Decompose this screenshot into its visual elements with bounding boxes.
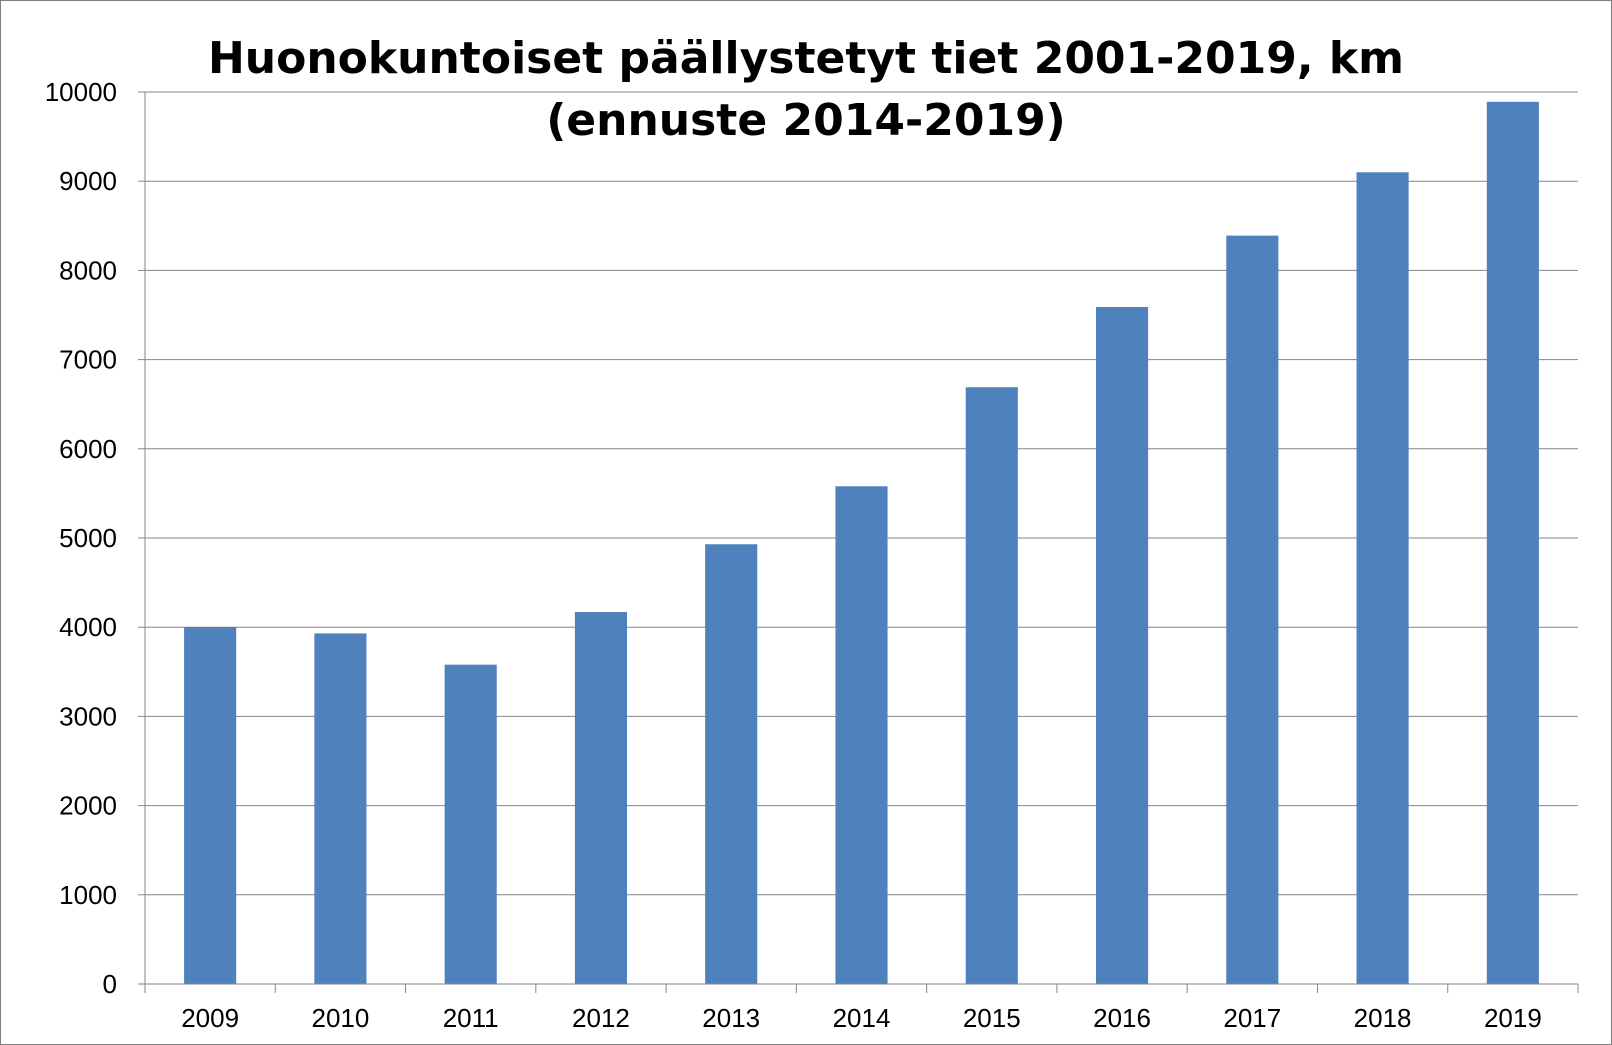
x-tick-label: 2011	[443, 1003, 499, 1033]
y-tick-label: 2000	[59, 791, 117, 821]
x-tick-label: 2016	[1093, 1003, 1151, 1033]
bar-2019	[1486, 101, 1539, 984]
y-tick-label: 1000	[59, 880, 117, 910]
y-tick-label: 7000	[59, 345, 117, 375]
y-tick-label: 9000	[59, 166, 117, 196]
y-tick-label: 4000	[59, 612, 117, 642]
bar-2009	[184, 627, 237, 984]
x-tick-label: 2015	[963, 1003, 1021, 1033]
x-tick-label: 2013	[702, 1003, 760, 1033]
y-tick-label: 5000	[59, 523, 117, 553]
bars	[184, 101, 1539, 984]
bar-2018	[1356, 172, 1409, 984]
x-tick-label: 2009	[181, 1003, 239, 1033]
x-tick-label: 2010	[311, 1003, 369, 1033]
x-tick-label: 2018	[1354, 1003, 1412, 1033]
bar-2017	[1226, 235, 1279, 984]
bar-2015	[965, 387, 1018, 984]
bar-2011	[444, 664, 497, 984]
chart-title-line-1: Huonokuntoiset päällystetyt tiet 2001-20…	[207, 33, 1405, 84]
axes	[138, 91, 1579, 993]
x-tick-label: 2012	[572, 1003, 630, 1033]
x-tick-labels: 2009 2010 2011 2012 2013 2014 2015 2016 2017 2018…	[181, 1003, 1542, 1033]
chart-title-line-2: (ennuste 2014-2019)	[546, 95, 1066, 146]
y-tick-label: 3000	[59, 701, 117, 731]
y-tick-label: 0	[103, 969, 117, 999]
bar-2014	[835, 486, 888, 984]
x-tick-label: 2014	[833, 1003, 891, 1033]
y-tick-labels: 0 1000 2000 3000 4000 5000 6000 7000 8000 9000 100…	[45, 77, 117, 999]
x-tick-label: 2017	[1223, 1003, 1281, 1033]
y-tick-label: 10000	[45, 77, 117, 107]
bar-2010	[314, 633, 367, 984]
x-tick-label: 2019	[1484, 1003, 1542, 1033]
bar-2013	[705, 544, 758, 984]
y-tick-label: 8000	[59, 255, 117, 285]
bar-2012	[574, 612, 628, 984]
bar-2016	[1095, 306, 1149, 984]
y-tick-label: 6000	[59, 434, 117, 464]
chart-title: Huonokuntoiset päällystetyt tiet 2001-20…	[0, 28, 1612, 152]
